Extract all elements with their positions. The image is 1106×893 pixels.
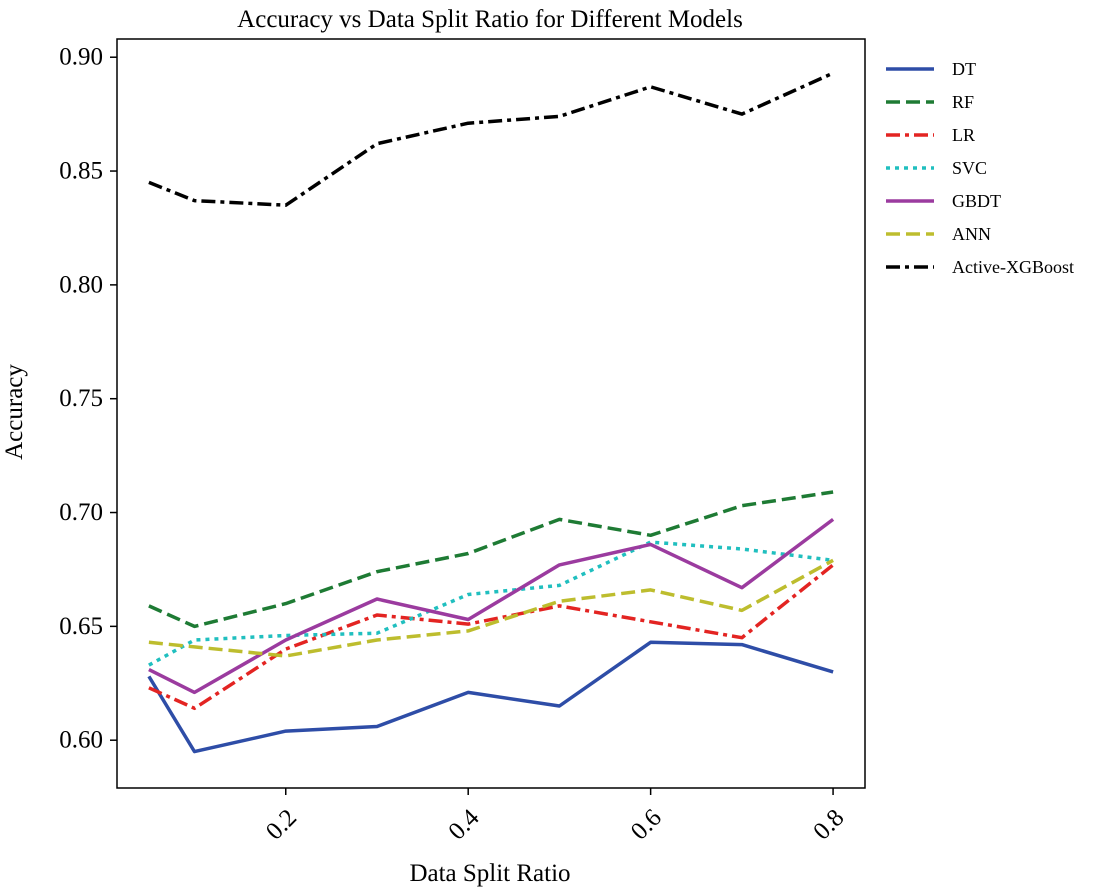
y-tick-label: 0.70	[59, 499, 103, 526]
legend-label-dt: DT	[952, 59, 976, 79]
legend-label-rf: RF	[952, 92, 974, 112]
y-axis: 0.60 0.65 0.70 0.75 0.80 0.85 0.90	[59, 44, 117, 754]
series-line-gbdt	[148, 517, 835, 695]
legend-label-active-xgboost: Active-XGBoost	[952, 257, 1074, 277]
series-line-ann	[148, 558, 834, 658]
legend-label-ann: ANN	[952, 224, 991, 244]
legend-label-lr: LR	[952, 125, 975, 145]
y-tick-label: 0.65	[59, 613, 103, 640]
y-tick-label: 0.85	[59, 158, 103, 185]
x-axis-label: Data Split Ratio	[409, 860, 570, 887]
x-tick-label: 0.2	[261, 804, 302, 845]
legend-label-svc: SVC	[952, 158, 987, 178]
legend-label-gbdt: GBDT	[952, 191, 1001, 211]
series-line-active-xgboost	[148, 71, 834, 207]
legend: DT RF LR SVC GBDT ANN Active-XGBoost	[886, 59, 1074, 277]
x-axis: 0.2 0.4 0.6 0.8	[261, 788, 849, 846]
x-tick-label: 0.6	[626, 804, 667, 845]
y-tick-label: 0.60	[59, 727, 103, 754]
series-line-svc	[148, 540, 834, 667]
x-tick-label: 0.8	[808, 804, 849, 845]
chart-title: Accuracy vs Data Split Ratio for Differe…	[237, 6, 743, 33]
y-tick-label: 0.80	[59, 271, 103, 298]
y-tick-label: 0.90	[59, 44, 103, 71]
y-tick-label: 0.75	[59, 385, 103, 412]
plot-lines	[147, 71, 835, 754]
plot-area-frame	[116, 38, 866, 789]
series-line-rf	[148, 490, 834, 629]
y-axis-label: Accuracy	[1, 364, 28, 460]
series-line-dt	[147, 640, 834, 754]
x-tick-label: 0.4	[443, 804, 485, 846]
series-line-lr	[148, 563, 835, 711]
